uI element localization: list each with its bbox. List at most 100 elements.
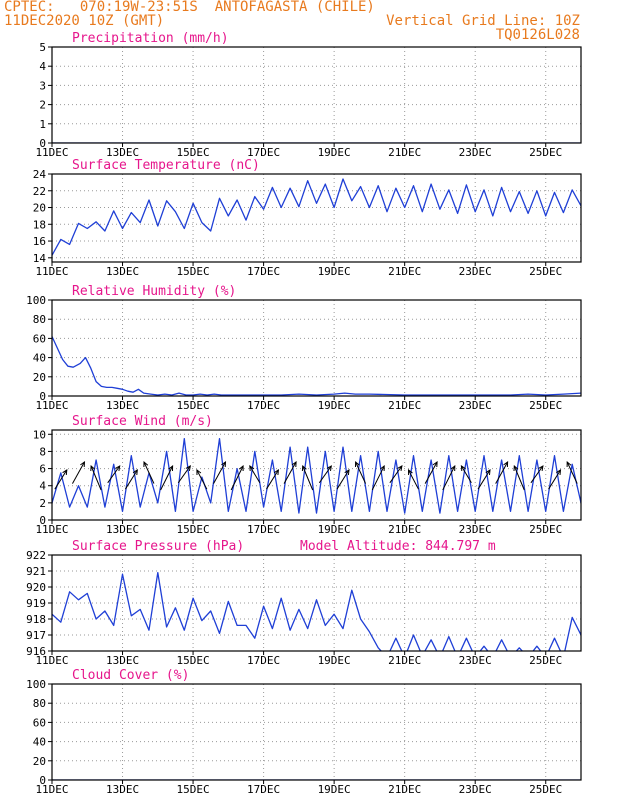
y-tick-label: 20 (33, 202, 46, 215)
x-tick-label: 17DEC (247, 783, 280, 796)
y-tick-label: 100 (26, 294, 46, 307)
y-tick-label: 24 (33, 168, 47, 181)
wind-vector (371, 465, 385, 491)
panel-frame (51, 173, 582, 263)
x-tick-label: 23DEC (459, 265, 492, 278)
y-tick-label: 917 (26, 629, 46, 642)
wind-vector (249, 465, 261, 484)
series-line (52, 571, 581, 651)
x-tick-label: 25DEC (529, 146, 562, 159)
x-tick-label: 11DEC (35, 783, 68, 796)
wind-vector (442, 465, 456, 491)
wind-vector-head (450, 464, 456, 472)
wind-vector (72, 461, 85, 484)
y-tick-label: 916 (26, 645, 46, 658)
wind-vector-head (143, 460, 149, 468)
wind-vector-head (168, 464, 174, 472)
wind-vector (143, 461, 155, 484)
y-tick-label: 4 (39, 60, 46, 73)
wind-vector-head (566, 460, 572, 468)
x-tick-label: 13DEC (106, 265, 139, 278)
y-tick-label: 60 (33, 332, 46, 345)
series-line (52, 178, 581, 256)
y-tick-label: 921 (26, 565, 46, 578)
x-tick-label: 11DEC (35, 146, 68, 159)
x-tick-label: 15DEC (177, 523, 210, 536)
y-tick-label: 80 (33, 313, 46, 326)
y-tick-label: 3 (39, 79, 46, 92)
x-tick-label: 17DEC (247, 654, 280, 667)
wind-vector-head (238, 464, 244, 471)
y-tick-label: 2 (39, 497, 46, 510)
panel-title: Precipitation (mm/h) (72, 31, 229, 46)
wind-vector-head (221, 460, 227, 468)
x-tick-label: 21DEC (388, 523, 421, 536)
panel-title: Surface Temperature (nC) (72, 158, 260, 173)
x-tick-label: 17DEC (247, 265, 280, 278)
x-tick-label: 23DEC (459, 399, 492, 412)
wind-vector-head (62, 469, 68, 476)
x-tick-label: 19DEC (318, 399, 351, 412)
y-tick-label: 2 (39, 99, 46, 112)
y-tick-label: 920 (26, 581, 46, 594)
y-tick-label: 0 (39, 390, 46, 403)
x-tick-label: 17DEC (247, 399, 280, 412)
panel-6: 0 20 40 60 80 100 11DEC 13DEC 15DEC 17DEC 19DEC 21D… (26, 668, 582, 796)
wind-vector (408, 469, 419, 490)
x-tick-label: 11DEC (35, 399, 68, 412)
x-tick-label: 19DEC (318, 654, 351, 667)
x-tick-label: 21DEC (388, 399, 421, 412)
panel-annotation: Model Altitude: 844.797 m (300, 539, 496, 554)
wind-vector (230, 465, 244, 491)
y-tick-label: 0 (39, 137, 46, 150)
y-tick-label: 100 (26, 678, 46, 691)
wind-vector (265, 469, 279, 490)
wind-vector-head (432, 460, 438, 468)
x-tick-label: 15DEC (177, 146, 210, 159)
x-tick-label: 11DEC (35, 523, 68, 536)
wind-vector (302, 465, 314, 491)
wind-vector (389, 465, 403, 484)
panel-1: 0 1 2 3 4 5 11DEC 13DEC 15DEC 17DEC 19DEC 21DEC 23DE… (35, 31, 582, 159)
wind-vector-head (273, 469, 280, 476)
wind-vector (54, 469, 68, 490)
y-tick-label: 40 (33, 352, 46, 365)
x-tick-label: 15DEC (177, 783, 210, 796)
panel-title: Surface Wind (m/s) (72, 414, 213, 429)
x-tick-label: 17DEC (247, 523, 280, 536)
panel-frame (51, 299, 582, 397)
y-tick-label: 922 (26, 549, 46, 562)
y-tick-label: 60 (33, 716, 46, 729)
panel-title: Cloud Cover (%) (72, 668, 189, 683)
y-tick-label: 14 (33, 252, 47, 265)
x-tick-label: 25DEC (529, 265, 562, 278)
y-tick-label: 918 (26, 613, 46, 626)
x-tick-label: 23DEC (459, 146, 492, 159)
y-tick-label: 40 (33, 736, 46, 749)
x-tick-label: 19DEC (318, 265, 351, 278)
panel-title: Surface Pressure (hPa) (72, 539, 244, 554)
series-line (52, 336, 581, 396)
wind-vector-head (185, 465, 191, 471)
wind-vector (90, 465, 102, 491)
wind-vector-head (503, 460, 509, 468)
wind-vector-head (460, 465, 466, 472)
header-station: CPTEC: 070:19W-23:51S ANTOFAGASTA (CHILE… (4, 0, 375, 15)
wind-vector-head (556, 469, 562, 476)
wind-vector-head (132, 469, 138, 476)
wind-vector (460, 465, 472, 484)
x-tick-label: 13DEC (106, 399, 139, 412)
panel-title: Relative Humidity (%) (72, 284, 236, 299)
x-tick-label: 13DEC (106, 146, 139, 159)
x-tick-label: 25DEC (529, 783, 562, 796)
wind-vector-head (249, 465, 255, 472)
x-tick-label: 23DEC (459, 523, 492, 536)
panel-frame (51, 46, 582, 144)
wind-vector (318, 465, 332, 484)
wind-vector (548, 469, 561, 490)
wind-vector-head (90, 464, 96, 472)
header-grid-line: Vertical Grid Line: 10Z (386, 13, 580, 29)
series-line (52, 437, 581, 514)
x-tick-label: 11DEC (35, 265, 68, 278)
